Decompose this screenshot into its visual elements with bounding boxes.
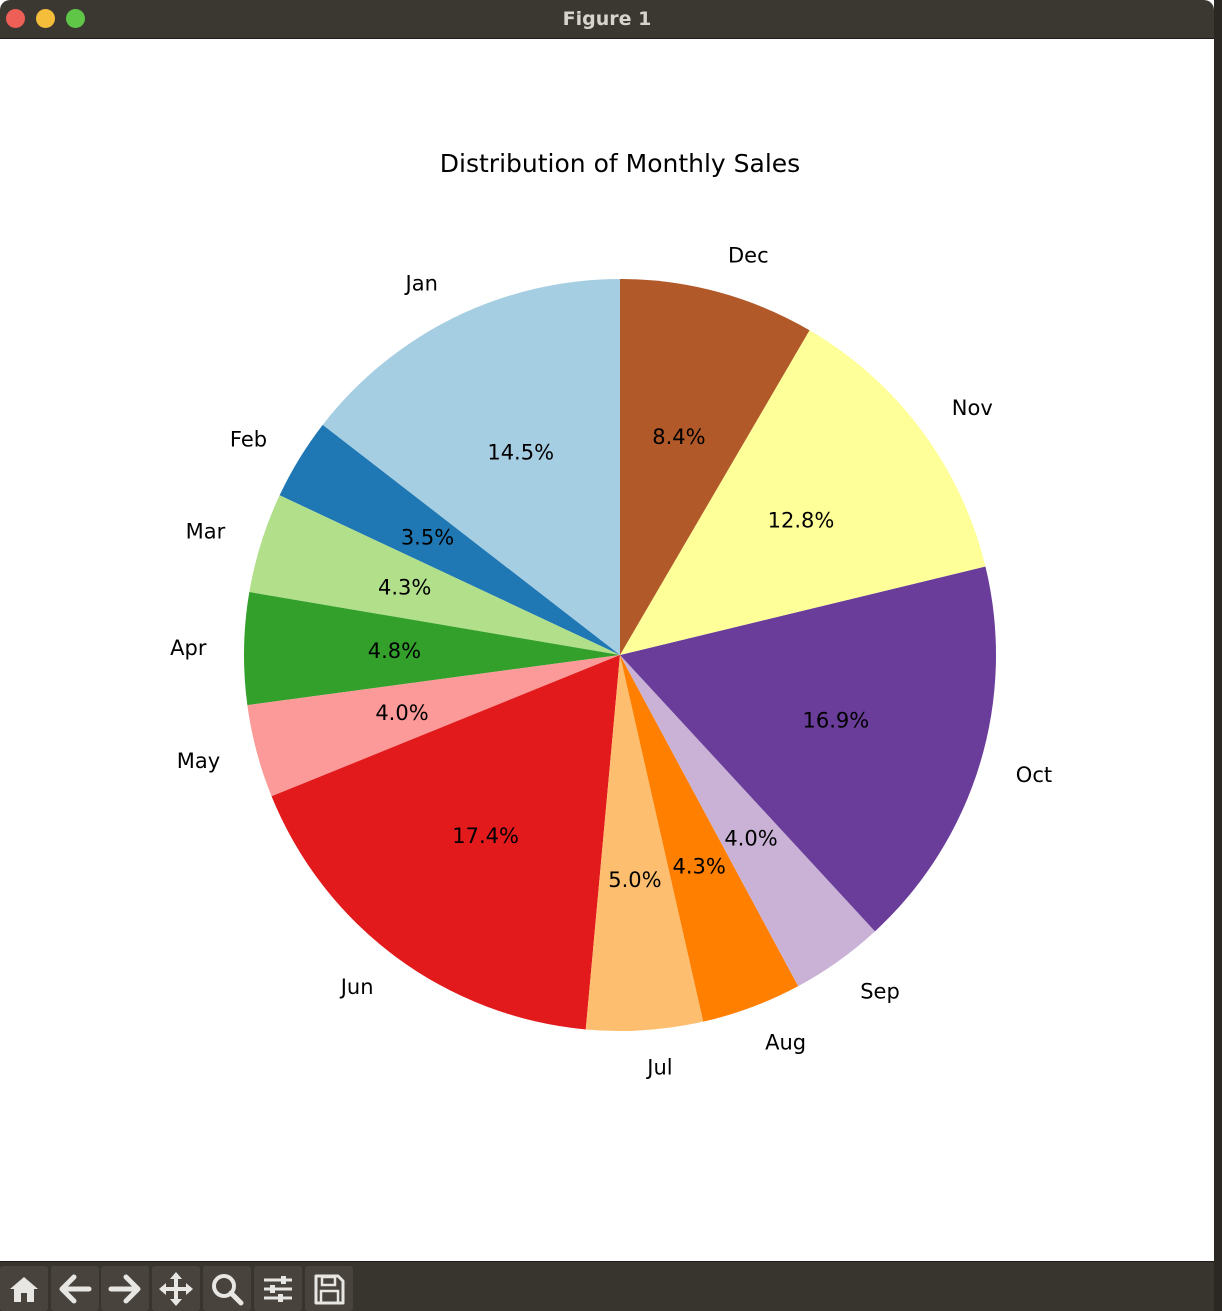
- pie-slice-aug: [620, 655, 799, 1022]
- figure-canvas: Distribution of Monthly Sales Jan Feb Mar A…: [0, 39, 1214, 1261]
- home-icon: [10, 1276, 38, 1302]
- arrow-right-icon: [108, 1274, 141, 1303]
- pie-slice-feb: [279, 424, 620, 655]
- pie-slice-may: [247, 655, 620, 797]
- window-title: Figure 1: [562, 8, 652, 30]
- slice-label-aug: Aug: [765, 1030, 806, 1054]
- pie-slice-oct: [620, 566, 996, 932]
- pie-slice-mar: [249, 495, 620, 655]
- minimize-window-button[interactable]: [36, 9, 55, 28]
- slice-percent-oct: 16.9%: [803, 708, 870, 732]
- slice-label-dec: Dec: [728, 244, 769, 268]
- slice-label-feb: Feb: [230, 427, 267, 451]
- pan-button[interactable]: [152, 1266, 200, 1311]
- pie-slice-sep: [620, 655, 875, 987]
- forward-button[interactable]: [101, 1266, 149, 1311]
- maximize-window-button[interactable]: [66, 9, 85, 28]
- save-button[interactable]: [305, 1266, 353, 1311]
- navigation-toolbar: [0, 1261, 1214, 1311]
- window-edge: [1214, 0, 1222, 1310]
- slice-label-may: May: [177, 749, 220, 773]
- slice-percent-may: 4.0%: [375, 701, 428, 725]
- slice-percent-dec: 8.4%: [652, 425, 705, 449]
- slice-label-mar: Mar: [186, 519, 226, 543]
- configure-subplots-button[interactable]: [254, 1266, 302, 1311]
- slice-label-nov: Nov: [952, 396, 993, 420]
- slice-label-sep: Sep: [860, 980, 900, 1004]
- arrow-left-icon: [59, 1274, 92, 1303]
- slice-percent-aug: 4.3%: [673, 854, 726, 878]
- pie-slice-jan: [322, 279, 620, 655]
- home-button[interactable]: [0, 1266, 48, 1311]
- sliders-icon: [264, 1275, 292, 1302]
- move-icon: [159, 1271, 193, 1306]
- pie-slice-dec: [620, 279, 810, 655]
- slice-percent-apr: 4.8%: [368, 639, 421, 663]
- slice-label-jul: Jul: [645, 1056, 672, 1080]
- magnifier-icon: [212, 1273, 244, 1305]
- slice-label-jan: Jan: [404, 272, 438, 296]
- slice-percent-jul: 5.0%: [608, 868, 661, 892]
- title-bar[interactable]: Figure 1: [0, 0, 1214, 39]
- slice-percent-sep: 4.0%: [724, 827, 777, 851]
- pie-slice-jun: [271, 655, 620, 1030]
- slice-percent-mar: 4.3%: [378, 576, 431, 600]
- slice-label-jun: Jun: [339, 975, 374, 999]
- pie-slice-apr: [243, 592, 620, 706]
- slice-label-oct: Oct: [1016, 763, 1052, 787]
- pie-slice-jul: [585, 655, 704, 1032]
- slice-label-apr: Apr: [170, 636, 207, 660]
- slice-percent-feb: 3.5%: [401, 525, 454, 549]
- back-button[interactable]: [51, 1266, 99, 1311]
- close-window-button[interactable]: [6, 9, 25, 28]
- zoom-button[interactable]: [203, 1266, 251, 1311]
- pie-slice-nov: [620, 330, 986, 655]
- slice-percent-nov: 12.8%: [768, 508, 835, 532]
- chart-title: Distribution of Monthly Sales: [440, 149, 800, 178]
- slice-percent-jun: 17.4%: [452, 824, 519, 848]
- pie-chart: Distribution of Monthly Sales Jan Feb Mar A…: [170, 149, 1052, 1080]
- slice-percent-jan: 14.5%: [487, 441, 554, 465]
- floppy-disk-icon: [314, 1274, 345, 1304]
